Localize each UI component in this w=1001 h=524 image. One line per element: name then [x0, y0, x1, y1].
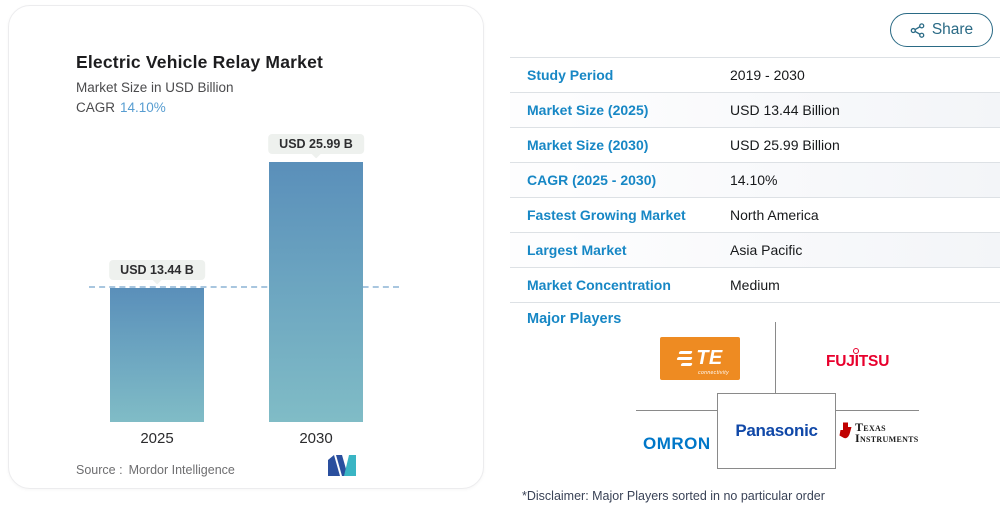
fact-label: Fastest Growing Market	[527, 207, 686, 223]
fact-label: Market Size (2030)	[527, 137, 649, 153]
fact-value: Asia Pacific	[730, 242, 803, 258]
texas-instruments-icon	[838, 422, 852, 439]
cagr-value: 14.10%	[120, 100, 166, 115]
fact-value: USD 25.99 Billion	[730, 137, 840, 153]
mordor-intelligence-logo-icon	[328, 455, 358, 481]
table-row: Study Period 2019 - 2030	[510, 58, 1000, 93]
panasonic-logo: Panasonic	[735, 421, 818, 440]
te-connectivity-subtext: connectivity	[698, 370, 729, 376]
fact-label: CAGR (2025 - 2030)	[527, 172, 657, 188]
te-connectivity-logo: TE connectivity	[660, 337, 740, 380]
org-chart-center-box: Panasonic	[717, 393, 836, 469]
chart-cagr-line: CAGR 14.10%	[76, 100, 166, 115]
org-chart-vertical-line	[775, 322, 776, 393]
ti-text-line1: Texas	[855, 420, 886, 434]
fact-value: North America	[730, 207, 819, 223]
x-axis-label-2025: 2025	[140, 430, 174, 447]
chart-subtitle: Market Size in USD Billion	[76, 80, 234, 95]
fact-value: USD 13.44 Billion	[730, 102, 840, 118]
fact-label: Study Period	[527, 67, 614, 83]
table-row: Largest Market Asia Pacific	[510, 233, 1000, 268]
fact-label: Largest Market	[527, 242, 627, 258]
source-name: Mordor Intelligence	[128, 463, 235, 477]
fact-value: 2019 - 2030	[730, 67, 805, 83]
texas-instruments-logo: Texas Instruments	[838, 420, 919, 445]
table-row: Market Size (2025) USD 13.44 Billion	[510, 93, 1000, 128]
table-row: Market Size (2030) USD 25.99 Billion	[510, 128, 1000, 163]
bar-value-callout-2025: USD 13.44 B	[109, 260, 205, 280]
share-icon	[910, 22, 925, 38]
fact-value: Medium	[730, 277, 780, 293]
org-chart-right-line	[836, 410, 919, 411]
bar-value-callout-2030: USD 25.99 B	[268, 134, 364, 154]
fact-label: Market Concentration	[527, 277, 671, 293]
org-chart-left-line	[636, 410, 718, 411]
chart-title: Electric Vehicle Relay Market	[76, 52, 324, 72]
texas-instruments-text: Texas Instruments	[855, 420, 919, 445]
omron-logo: OMRON	[643, 434, 711, 453]
te-bars-icon	[676, 351, 693, 366]
key-facts-table: Study Period 2019 - 2030 Market Size (20…	[510, 57, 1000, 303]
share-button-label: Share	[931, 21, 974, 38]
fujitsu-swirl-icon	[853, 348, 859, 354]
bar-chart-plot: USD 13.44 B USD 25.99 B	[9, 6, 483, 422]
te-logo-mark: TE	[660, 337, 740, 380]
bar-2030	[269, 162, 363, 422]
x-axis-label-2030: 2030	[299, 430, 333, 447]
chart-card: Electric Vehicle Relay Market Market Siz…	[8, 5, 484, 489]
major-players-label: Major Players	[527, 311, 622, 327]
fact-value: 14.10%	[730, 172, 778, 188]
table-row: Market Concentration Medium	[510, 268, 1000, 303]
table-row: CAGR (2025 - 2030) 14.10%	[510, 163, 1000, 198]
fujitsu-logo: FUJITSU	[826, 348, 890, 371]
ti-text-line2: Instruments	[855, 431, 919, 445]
fujitsu-logo-text: FUJITSU	[826, 353, 890, 370]
disclaimer-text: *Disclaimer: Major Players sorted in no …	[522, 489, 825, 503]
te-logo-text: TE	[696, 347, 723, 369]
reference-dashed-line	[89, 286, 399, 288]
bar-2025	[110, 288, 204, 422]
table-row: Fastest Growing Market North America	[510, 198, 1000, 233]
source-attribution: Source : Mordor Intelligence	[76, 463, 235, 477]
source-label: Source :	[76, 463, 123, 477]
share-button[interactable]: Share	[890, 13, 993, 47]
cagr-label: CAGR	[76, 100, 116, 115]
fact-label: Market Size (2025)	[527, 102, 649, 118]
